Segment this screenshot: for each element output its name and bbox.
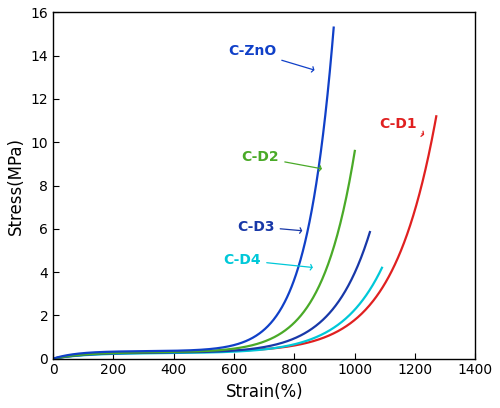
X-axis label: Strain(%): Strain(%) <box>226 383 303 401</box>
Text: C-ZnO: C-ZnO <box>228 44 314 72</box>
Text: C-D2: C-D2 <box>242 151 321 171</box>
Text: C-D1: C-D1 <box>379 117 424 136</box>
Y-axis label: Stress(MPa): Stress(MPa) <box>7 137 25 235</box>
Text: C-D4: C-D4 <box>224 253 312 270</box>
Text: C-D3: C-D3 <box>237 220 302 234</box>
